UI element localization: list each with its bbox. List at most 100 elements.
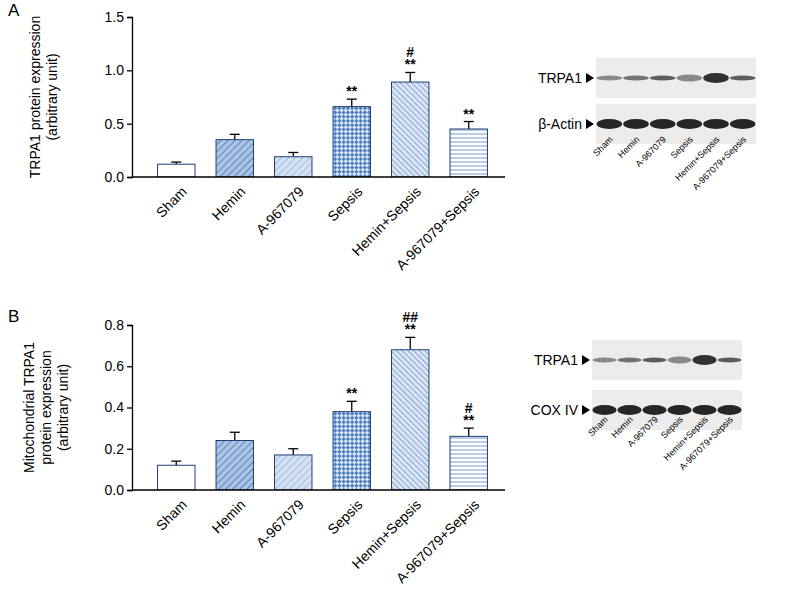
blot-band [623,119,649,129]
blot-band [703,73,729,83]
error-stem [468,122,469,129]
blot-band [593,358,617,363]
blot-arrow [582,355,590,365]
blot-background [596,58,756,98]
blot-label: TRPA1 [534,352,578,368]
blot-label: COX IV [531,402,579,418]
blot-band [730,119,756,129]
x-tick-label: A-967079+Sepsis [393,496,483,586]
x-axis-line [132,176,505,177]
y-tick-mark [127,366,132,367]
bar [158,465,195,490]
x-axis: ShamHeminA-967079SepsisHemin+SepsisA-967… [132,490,505,586]
significance-marker: ** [346,385,357,401]
y-axis: 0.0 0.2 0.4 0.6 0.8 [105,317,133,498]
blot-band [718,358,742,363]
plot-area [158,337,488,490]
blot-background [592,340,742,380]
y-tick: 1.5 [105,9,132,25]
y-tick-mark [127,177,132,178]
blot-lane-label: Hemin+Sepsis [673,134,722,183]
bar [450,436,487,490]
x-tick-label: A-967079 [253,183,307,237]
error-stem [351,99,352,106]
x-tick: Sepsis [324,490,365,537]
blot-band [677,75,703,82]
x-tick-label: Sepsis [324,183,365,224]
significance-marker: ** [463,106,474,122]
blot-arrow [586,119,594,129]
y-tick: 0.5 [105,116,132,132]
blot-lane-label: A-967079 [633,134,668,169]
blot-band [703,119,729,129]
error-bar [405,337,415,349]
y-axis-title-line: TRPA1 protein expression [27,16,43,178]
error-cap [171,161,181,162]
blot-band [730,76,756,81]
y-tick-label: 1.5 [105,9,125,25]
x-axis: ShamHeminA-967079SepsisHemin+SepsisA-967… [132,177,505,273]
error-stem [410,72,411,82]
x-tick: Sham [153,177,190,221]
y-axis-title-line: Mitochondrial TRPA1 [21,342,37,473]
blot-band [677,119,703,129]
x-tick: Hemin [209,490,249,536]
error-stem [293,449,294,455]
significance-marker: ** [463,412,474,428]
y-tick-label: 0.8 [105,317,125,333]
x-tick: Hemin [209,177,249,223]
y-tick-mark [127,449,132,450]
significance-marker: ** [346,83,357,99]
figure: A0.00.51.01.5ShamHeminA-967079SepsisHemi… [0,0,791,610]
blot-lane-label: Hemin [616,134,641,159]
panel: A0.00.51.01.5ShamHeminA-967079SepsisHemi… [8,1,505,273]
y-tick: 0.0 [105,169,132,185]
panel-label: A [8,1,20,20]
y-tick-mark [127,490,132,491]
y-tick: 0.6 [105,358,132,374]
bar [158,164,195,177]
x-tick: A-967079 [253,490,307,551]
error-stem [468,428,469,436]
blot: TRPA1β-ActinShamHeminA-967079SepsisHemin… [538,58,756,192]
y-axis-title: TRPA1 protein expression(arbitrary unit) [27,16,60,178]
bar [333,107,370,177]
error-stem [234,134,235,139]
bar [450,129,487,177]
panel: B0.00.20.40.60.8ShamHeminA-967079SepsisH… [8,307,505,586]
blot-band [643,358,667,363]
panel-label: B [8,307,19,326]
blot-lane-label: Sham [586,414,610,438]
blot-label: TRPA1 [538,70,582,86]
y-tick-mark [127,17,132,18]
x-tick-label: Sham [153,183,190,220]
y-tick-label: 0.6 [105,358,125,374]
blot-lane-label: A-967079+Sepsis [691,134,749,192]
blot-band [668,357,692,364]
bar [392,350,429,490]
error-bar [347,401,357,411]
plot-area [158,72,488,177]
y-tick: 0.0 [105,482,132,498]
bar [275,455,312,490]
bar [275,157,312,177]
y-tick-label: 0.5 [105,116,125,132]
y-axis: 0.00.51.01.5 [105,9,133,185]
blot-lane-label: A-967079+Sepsis [677,414,735,472]
y-axis-title-line: (arbitrary unit) [55,364,71,451]
x-tick-label: A-967079+Sepsis [393,183,483,273]
y-axis-line [127,18,133,178]
y-tick: 0.2 [105,441,132,457]
error-bar [288,152,298,156]
x-tick-label: Sepsis [324,496,365,537]
x-tick: A-967079+Sepsis [393,490,483,586]
error-bar [464,428,474,436]
y-tick-label: 0.4 [105,399,125,415]
x-tick: Sham [153,490,190,534]
x-tick-label: Hemin [209,183,249,223]
x-tick: A-967079 [253,177,307,238]
blot-label: β-Actin [538,116,582,132]
y-tick-label: 0.2 [105,441,125,457]
error-cap [288,152,298,153]
error-bar [230,432,240,440]
